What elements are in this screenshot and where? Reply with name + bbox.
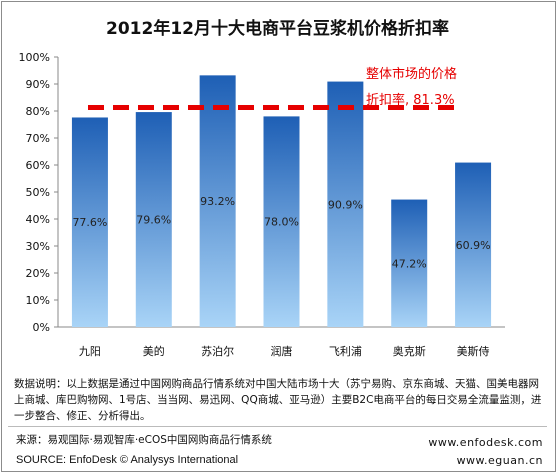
data-note: 数据说明：以上数据是通过中国网购商品行情系统对中国大陆市场十大（苏宁易购、京东商… — [14, 378, 542, 422]
x-tick-label: 美的 — [143, 344, 165, 358]
bar-value-label: 90.9% — [328, 198, 363, 211]
y-tick-label: 10% — [26, 294, 50, 307]
y-tick-label: 50% — [26, 186, 50, 199]
bar-value-label: 79.6% — [136, 214, 171, 227]
site-link-enfodesk[interactable]: www.enfodesk.com — [428, 436, 543, 449]
bar-value-label: 78.0% — [264, 216, 299, 229]
bar-value-label: 60.9% — [456, 239, 491, 252]
y-tick-label: 20% — [26, 267, 50, 280]
x-tick-label: 苏泊尔 — [201, 345, 234, 358]
annotation-line2: 折扣率, 81.3% — [366, 92, 455, 108]
x-tick-label: 美斯侍 — [457, 345, 490, 358]
bar — [71, 117, 108, 327]
annotation-line1: 整体市场的价格 — [366, 66, 457, 82]
bar — [199, 75, 236, 327]
x-tick-label: 九阳 — [79, 345, 101, 358]
y-tick-label: 40% — [26, 213, 50, 226]
source-en: SOURCE: EnfoDesk © Analysys Internationa… — [16, 454, 239, 466]
y-tick-label: 100% — [19, 51, 50, 64]
y-tick-label: 80% — [26, 105, 50, 118]
y-tick-label: 60% — [26, 159, 50, 172]
bar — [391, 199, 428, 327]
y-tick-label: 70% — [26, 132, 50, 145]
bar — [263, 116, 300, 328]
source-cn: 来源：易观国际·易观智库·eCOS中国网购商品行情系统 — [16, 434, 272, 446]
y-tick-label: 30% — [26, 240, 50, 253]
bar — [455, 162, 492, 327]
y-tick-label: 0% — [33, 321, 50, 334]
bar-value-label: 47.2% — [392, 257, 427, 270]
bar — [135, 112, 172, 327]
footer-divider — [8, 426, 547, 427]
bar-value-label: 77.6% — [72, 216, 107, 229]
x-tick-label: 润唐 — [271, 344, 293, 358]
x-tick-label: 飞利浦 — [329, 345, 362, 358]
chart-title: 2012年12月十大电商平台豆浆机价格折扣率 — [106, 19, 449, 39]
y-tick-label: 90% — [26, 78, 50, 91]
site-link-eguan[interactable]: www.eguan.cn — [456, 454, 543, 467]
bar-value-label: 93.2% — [200, 195, 235, 208]
x-tick-label: 奥克斯 — [393, 344, 426, 358]
bar — [327, 81, 364, 327]
